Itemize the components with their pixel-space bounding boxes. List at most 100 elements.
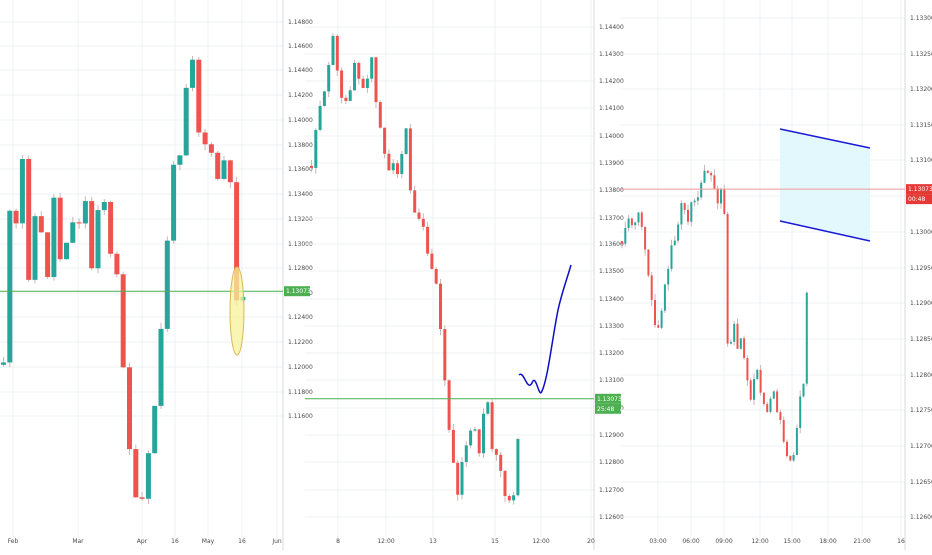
time-tick-label: 20: [587, 538, 595, 545]
candle-up: [145, 453, 151, 499]
candle-up: [322, 91, 326, 106]
price-tick-label: 1.13600: [288, 166, 313, 173]
candle-up: [637, 212, 640, 223]
candle-up: [805, 292, 808, 384]
price-tick-label: 1.14000: [288, 117, 313, 124]
candle-down: [202, 132, 208, 145]
candle-up: [365, 78, 369, 89]
price-tick-label: 1.13300: [910, 15, 932, 22]
candle-down: [76, 222, 82, 224]
price-tick-label: 1.12850: [910, 336, 932, 343]
candle-up: [696, 197, 699, 201]
candle-down: [26, 158, 32, 280]
last-price-badge-text: 1.13073: [908, 186, 932, 193]
last-price-badge-text: 1.13073: [286, 288, 311, 295]
candle-down: [45, 232, 51, 277]
candle-up: [101, 202, 107, 211]
chart-panel-1: 1.14800 1.14600 1.14400 1.14200 1.14000 1.138…: [0, 0, 313, 550]
time-tick-label: 18:00: [819, 538, 836, 545]
candle-up: [799, 396, 802, 428]
price-tick-label: 1.13150: [910, 122, 932, 129]
candle-up: [729, 341, 732, 344]
candle-up: [772, 391, 775, 399]
candle-down: [451, 429, 455, 463]
candle-up: [690, 202, 693, 222]
candle-up: [7, 210, 13, 363]
time-tick-label: 8: [336, 538, 340, 545]
time-tick-label: 15:00: [783, 538, 800, 545]
candle-up: [400, 153, 404, 174]
price-tick-label: 1.13600: [599, 241, 624, 248]
price-axis-labels: 1.14800 1.14600 1.14400 1.14200 1.14000 1.138…: [288, 19, 313, 420]
time-axis-labels: 03:00 06:00 09:00 12:00 15:00 18:00 21:00 16: [649, 538, 905, 545]
candle-down: [114, 253, 120, 275]
candle-down: [208, 144, 214, 153]
candle-up: [795, 427, 798, 455]
price-tick-label: 1.12900: [599, 432, 624, 439]
candle-down: [361, 78, 365, 89]
candle-up: [693, 200, 696, 203]
channel-upper-line[interactable]: [779, 128, 871, 149]
candle-down: [654, 299, 656, 326]
channel-fill: [780, 129, 870, 241]
price-tick-label: 1.13000: [288, 241, 313, 248]
price-tick-label: 1.13100: [910, 157, 932, 164]
candle-down: [746, 358, 749, 381]
price-tick-label: 1.12000: [288, 364, 313, 371]
candle-up: [624, 228, 627, 244]
candle-up: [318, 105, 322, 130]
price-tick-label: 1.14800: [288, 19, 313, 26]
candle-up: [158, 328, 164, 406]
candle-down: [687, 209, 689, 222]
candle-down: [374, 57, 378, 103]
candle-up: [391, 163, 395, 171]
candle-down: [108, 202, 114, 254]
candle-up: [627, 218, 630, 229]
candle-down: [196, 59, 202, 133]
candle-down: [387, 153, 391, 171]
time-axis-labels: Feb Mar Apr 16 May 16 Jun: [8, 538, 282, 545]
candle-down: [89, 201, 95, 269]
candle-up: [190, 59, 195, 88]
projection-path[interactable]: [518, 264, 572, 394]
candle-up: [95, 210, 101, 269]
candle-up: [680, 203, 683, 225]
countdown-badge-text: 25:48: [597, 406, 614, 413]
candle-down: [779, 412, 782, 421]
price-tick-label: 1.14400: [599, 24, 624, 31]
candle-up: [660, 310, 663, 328]
price-tick-label: 1.12600: [599, 514, 624, 521]
price-tick-label: 1.14400: [288, 67, 313, 74]
candle-up: [802, 383, 805, 397]
candle-down: [434, 268, 438, 284]
price-tick-label: 1.13800: [288, 142, 313, 149]
time-tick-label: 12:00: [377, 538, 394, 545]
channel-lower-line[interactable]: [779, 220, 871, 242]
chart-panel-2: 1.14400 1.14300 1.14200 1.14100 1.14000 1.139…: [305, 0, 624, 550]
candle-down: [507, 496, 511, 501]
candle-down: [139, 497, 145, 499]
candle-down: [357, 62, 361, 79]
time-tick-label: May: [202, 538, 215, 545]
candle-down: [749, 380, 752, 400]
price-tick-label: 1.12700: [910, 443, 932, 450]
price-tick-label: 1.12800: [910, 372, 932, 379]
candle-down: [762, 392, 765, 405]
price-tick-label: 1.13200: [288, 216, 313, 223]
candle-down: [234, 182, 240, 301]
highlight-ellipse[interactable]: [229, 266, 245, 356]
candle-down: [503, 470, 507, 497]
candle-up: [183, 87, 189, 156]
candle-down: [120, 274, 126, 368]
countdown-badge: [906, 194, 932, 205]
price-tick-label: 1.12600: [910, 514, 932, 521]
candle-down: [456, 462, 460, 495]
candle-down: [430, 253, 434, 269]
candle-down: [683, 203, 686, 210]
candle-down: [477, 429, 481, 454]
candle-down: [647, 249, 650, 276]
price-tick-label: 1.14000: [599, 133, 624, 140]
candle-down: [417, 212, 421, 219]
candle-down: [776, 391, 779, 413]
